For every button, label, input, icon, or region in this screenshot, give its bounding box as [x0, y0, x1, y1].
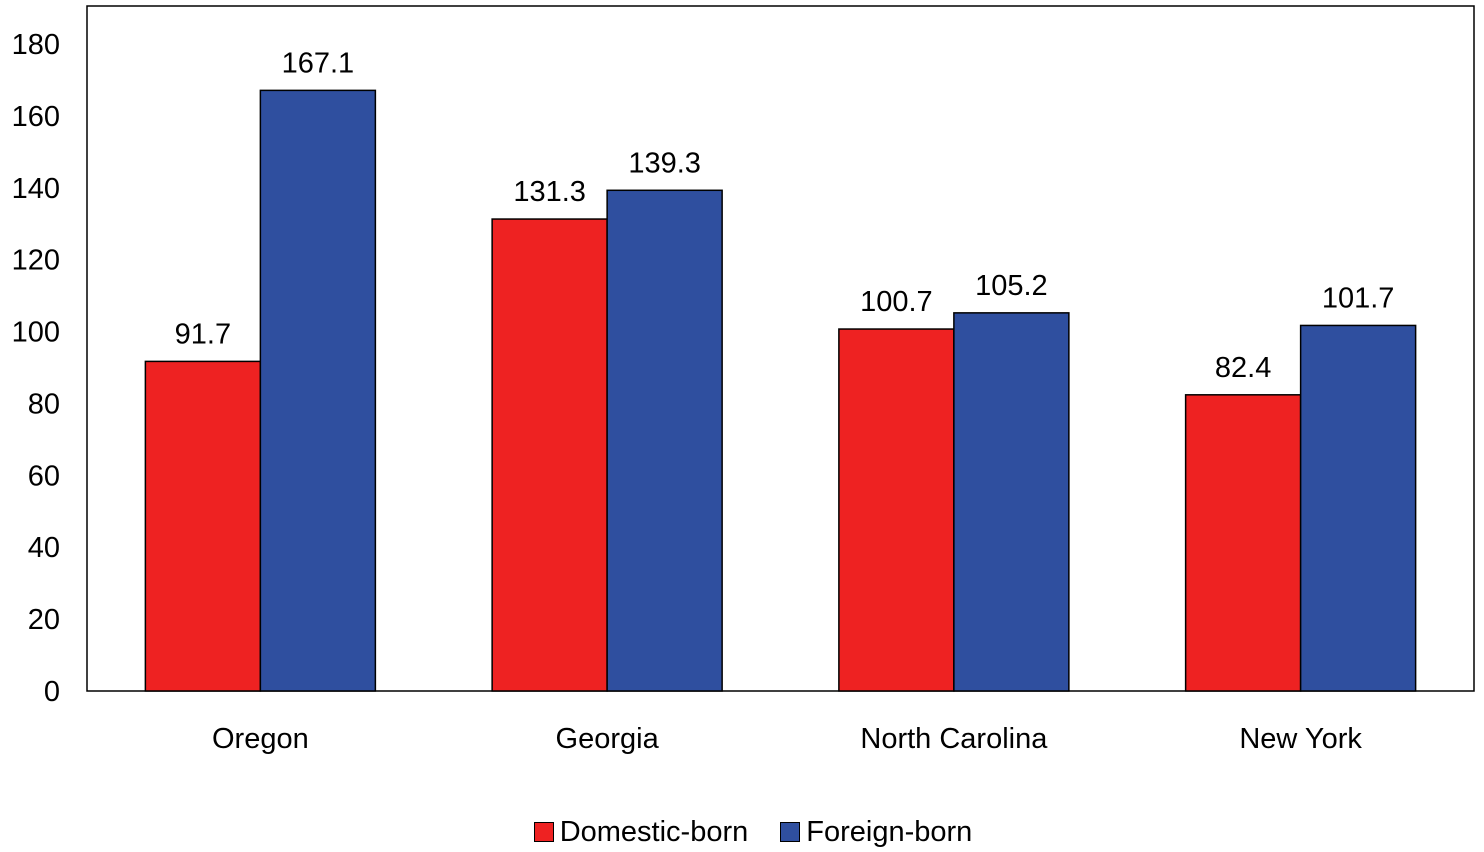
bar-foreign-georgia	[606, 189, 723, 692]
bar-data-labels: 91.7 167.1 131.3 139.3 100.7 105.2 82.4 101.7	[175, 47, 1395, 383]
x-axis-category-labels: Oregon Georgia North Carolina New York	[212, 723, 1362, 755]
y-tick-label: 180	[12, 29, 60, 61]
bar-series	[144, 89, 1417, 692]
legend: Domestic-born Foreign-born	[0, 812, 1484, 852]
data-label: 139.3	[628, 147, 701, 179]
legend-item-domestic: Domestic-born	[533, 815, 749, 849]
plot-area-frame	[86, 5, 1475, 692]
x-category-label: Georgia	[556, 723, 660, 755]
data-label: 101.7	[1322, 282, 1395, 314]
y-tick-label: 80	[28, 388, 60, 420]
legend-item-foreign: Foreign-born	[780, 816, 972, 849]
y-tick-label: 40	[28, 532, 60, 564]
y-axis-tick-labels: 0 20 40 60 80 100 120 140 160 180	[12, 29, 60, 708]
x-category-label: New York	[1239, 723, 1362, 755]
y-tick-label: 120	[12, 245, 60, 277]
legend-label-foreign: Foreign-born	[806, 815, 973, 848]
data-label: 167.1	[282, 47, 355, 79]
y-tick-label: 0	[44, 676, 60, 708]
legend-swatch-domestic	[533, 822, 554, 842]
y-tick-label: 140	[12, 173, 60, 205]
data-label: 91.7	[175, 318, 231, 350]
data-label: 105.2	[975, 270, 1048, 302]
bar-chart: 0 20 40 60 80 100 120 140 160 180 91.7 167.1 131.3 1…	[12, 5, 1475, 755]
y-tick-label: 20	[28, 604, 60, 636]
x-category-label: Oregon	[212, 723, 309, 755]
data-label: 100.7	[860, 286, 933, 318]
legend-swatch-foreign	[780, 822, 801, 842]
bar-domestic-georgia	[491, 218, 608, 692]
legend-label-domestic: Domestic-born	[559, 815, 749, 848]
bar-domestic-new-york	[1184, 394, 1302, 692]
data-label: 131.3	[513, 176, 586, 208]
bar-foreign-oregon	[259, 89, 377, 692]
data-label: 82.4	[1215, 352, 1271, 384]
x-category-label: North Carolina	[860, 723, 1048, 755]
bar-foreign-new-york	[1299, 324, 1417, 692]
y-tick-label: 60	[28, 460, 60, 492]
y-tick-label: 100	[12, 317, 60, 349]
y-tick-label: 160	[12, 101, 60, 133]
bar-foreign-north-carolina	[953, 312, 1070, 692]
bar-domestic-oregon	[144, 360, 262, 692]
bar-domestic-north-carolina	[838, 328, 955, 692]
